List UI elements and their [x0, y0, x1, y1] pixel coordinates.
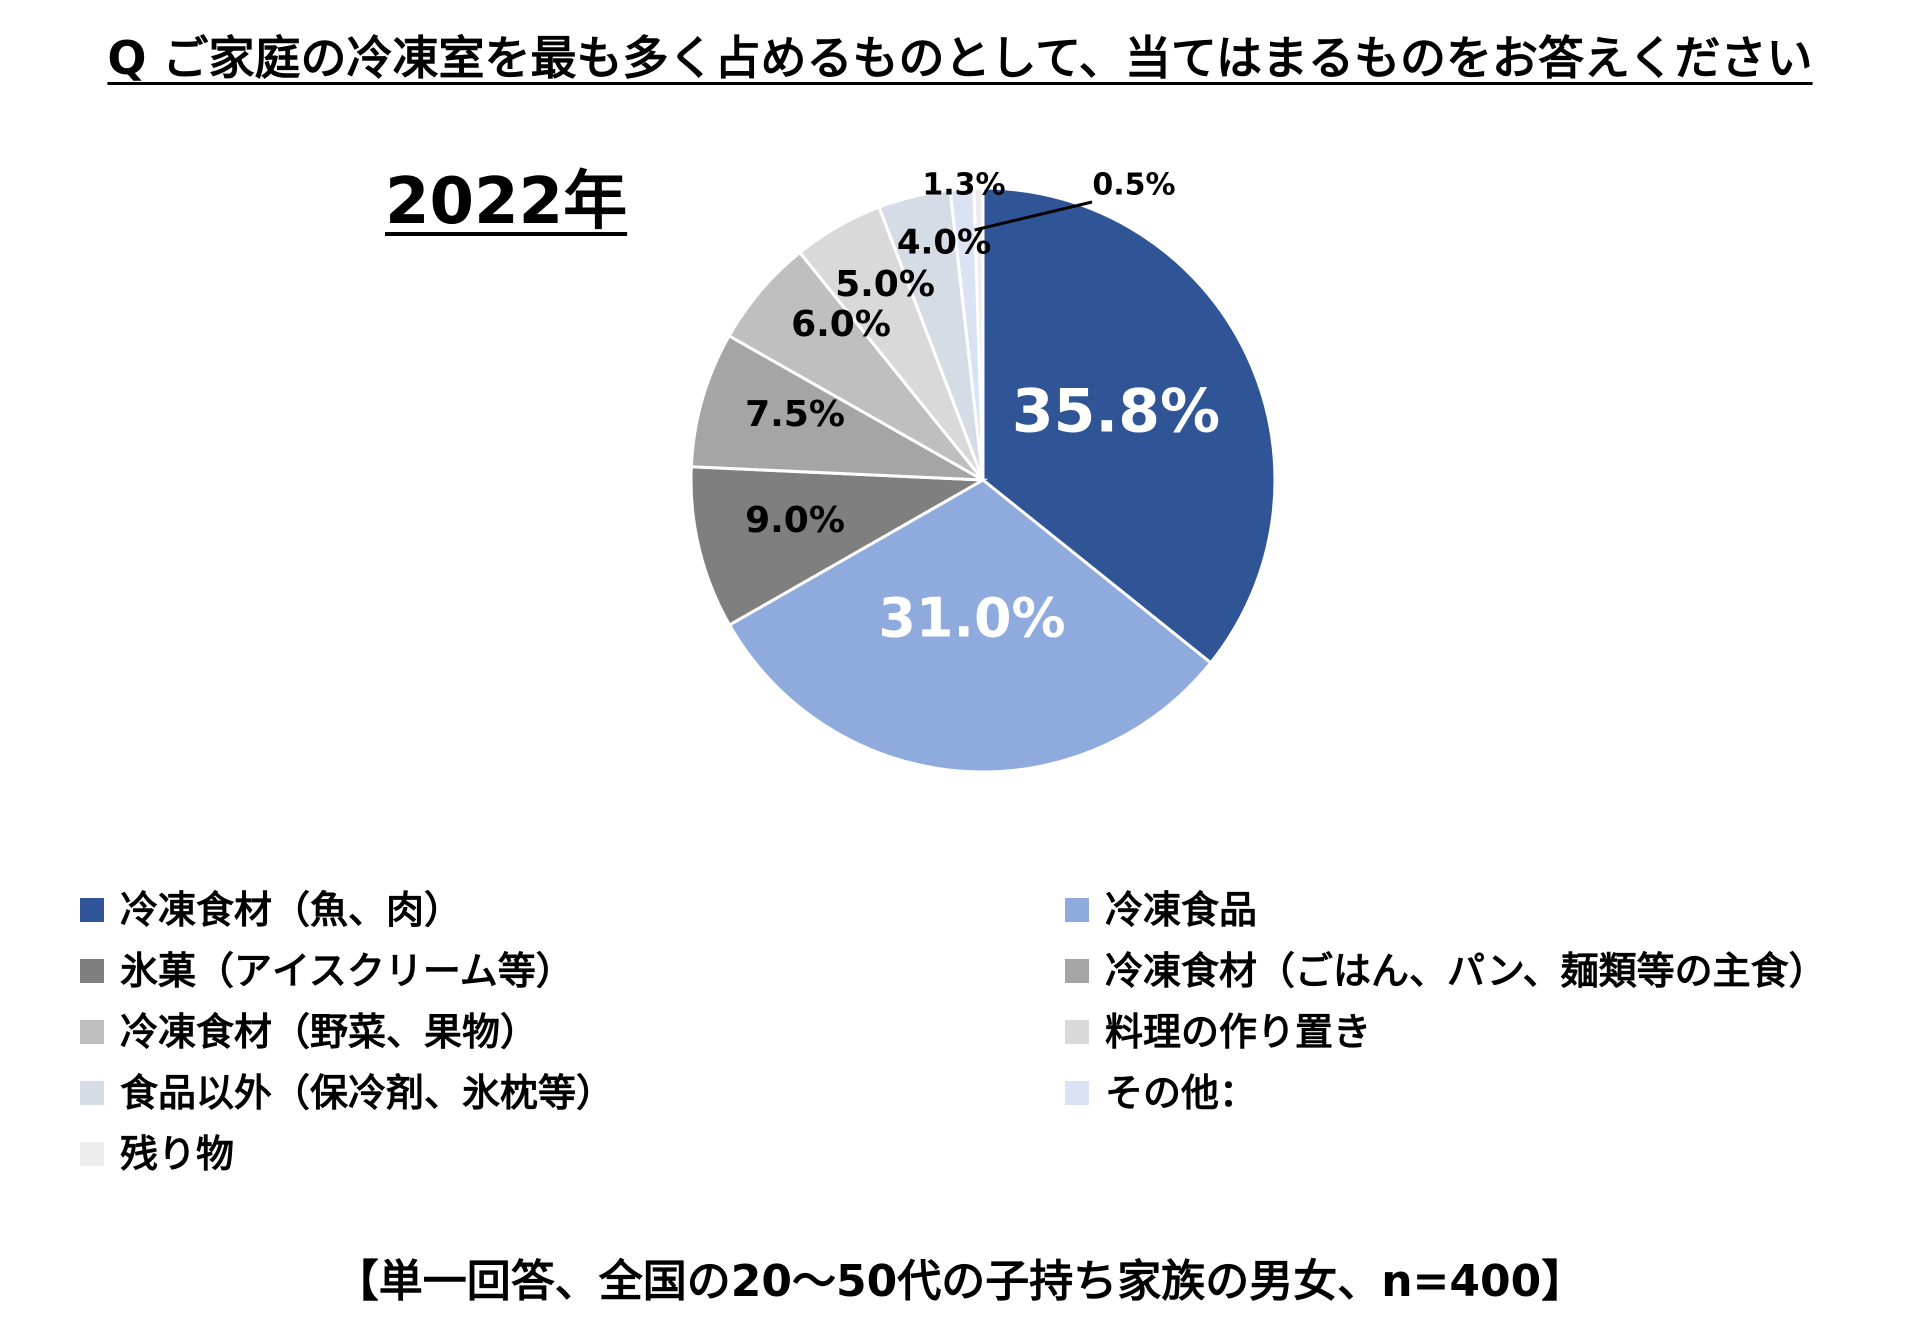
- legend-swatch: [80, 959, 104, 983]
- legend-swatch: [80, 1081, 104, 1105]
- data-label-slice-4: 7.5%: [745, 394, 845, 435]
- data-label-slice-3: 9.0%: [745, 500, 845, 541]
- pie-slice-2: [727, 478, 1213, 774]
- legend-label: その他：: [1105, 1071, 1258, 1115]
- legend-item-2: 冷凍食品: [1065, 885, 1257, 935]
- legend-item-5: 冷凍食材（野菜、果物）: [80, 1007, 538, 1057]
- legend-item-9: 残り物: [80, 1129, 234, 1179]
- chart-year-label: 2022年: [385, 165, 628, 239]
- legend-label: 氷菓（アイスクリーム等）: [120, 949, 574, 993]
- legend-item-7: 食品以外（保冷剤、氷枕等）: [80, 1068, 614, 1118]
- legend-label: 食品以外（保冷剤、氷枕等）: [120, 1071, 615, 1115]
- legend-swatch: [80, 898, 104, 922]
- data-label-slice-6: 5.0%: [835, 264, 935, 305]
- legend-swatch: [1065, 1081, 1089, 1105]
- legend-item-1: 冷凍食材（魚、肉）: [80, 885, 462, 935]
- question-title: Q ご家庭の冷凍室を最も多く占めるものとして、当てはまるものをお答えください: [0, 22, 1920, 88]
- pie-data-labels: 35.8%31.0%9.0%7.5%6.0%5.0%4.0%1.3% 0.5%: [745, 168, 1220, 650]
- survey-footnote: 【単一回答、全国の20～50代の子持ち家族の男女、n=400】: [334, 1256, 1586, 1307]
- legend-swatch: [1065, 898, 1089, 922]
- pie-slices: [689, 186, 1277, 774]
- legend-label: 冷凍食材（ごはん、パン、麺類等の主食）: [1105, 949, 1827, 993]
- data-label-slice-1: 35.8%: [1012, 377, 1220, 447]
- legend-item-6: 料理の作り置き: [1065, 1007, 1371, 1057]
- data-label-slice-9: 0.5%: [1092, 168, 1175, 203]
- legend-item-4: 冷凍食材（ごはん、パン、麺類等の主食）: [1065, 946, 1827, 996]
- legend-swatch: [1065, 959, 1089, 983]
- legend-swatch: [80, 1020, 104, 1044]
- data-label-slice-5: 6.0%: [791, 304, 891, 345]
- leader-line-slice-9: [974, 200, 1093, 232]
- pie-slice-4: [689, 333, 984, 482]
- legend-item-8: その他：: [1065, 1068, 1257, 1118]
- data-label-slice-2: 31.0%: [878, 587, 1065, 650]
- legend-label: 残り物: [120, 1132, 235, 1176]
- legend-swatch: [80, 1142, 104, 1166]
- legend-swatch: [1065, 1020, 1089, 1044]
- legend-label: 冷凍食材（魚、肉）: [120, 888, 463, 932]
- pie-slice-9: [972, 186, 985, 481]
- legend-label: 料理の作り置き: [1105, 1010, 1372, 1054]
- data-label-slice-8: 1.3%: [922, 168, 1005, 203]
- legend-label: 冷凍食材（野菜、果物）: [120, 1010, 539, 1054]
- legend-label: 冷凍食品: [1105, 888, 1258, 932]
- pie-slice-3: [689, 465, 989, 627]
- pie-slice-1: [981, 186, 1277, 665]
- legend-item-3: 氷菓（アイスクリーム等）: [80, 946, 574, 996]
- question-text: Q ご家庭の冷凍室を最も多く占めるものとして、当てはまるものをお答えください: [107, 31, 1813, 85]
